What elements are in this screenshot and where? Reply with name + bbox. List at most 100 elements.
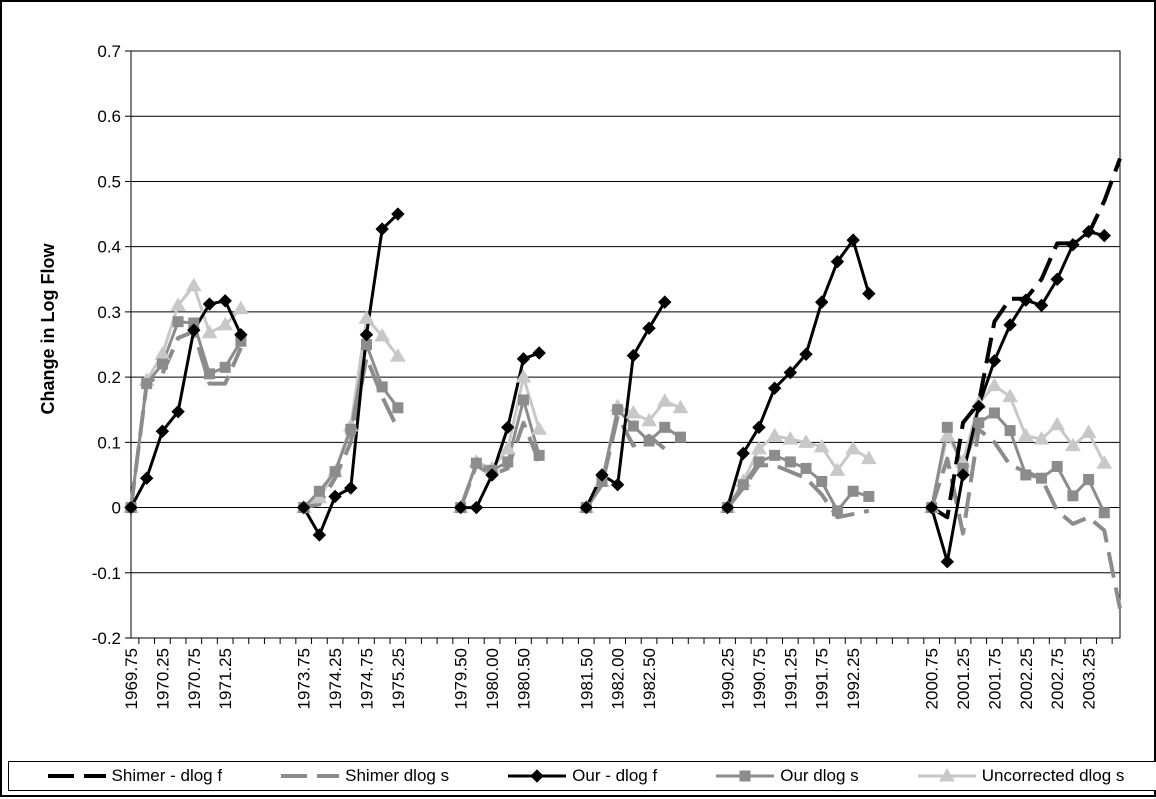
y-tick-label: 0.4 — [97, 238, 121, 257]
data-point-square — [831, 505, 843, 517]
data-point-diamond — [328, 489, 342, 504]
data-point-triangle — [201, 324, 218, 339]
y-tick-label: 0.6 — [97, 107, 121, 126]
x-tick-label: 2001.25 — [954, 648, 973, 709]
x-tick-label: 1990.75 — [750, 648, 769, 709]
data-point-diamond — [139, 471, 154, 485]
x-tick-label: 1970.25 — [153, 648, 172, 709]
data-point-triangle — [233, 300, 249, 315]
data-point-diamond — [453, 500, 468, 515]
data-point-diamond — [956, 468, 970, 482]
data-point-square — [659, 421, 671, 433]
data-point-triangle — [1096, 455, 1113, 469]
x-tick-label: 2002.75 — [1048, 648, 1067, 709]
data-point-diamond — [1081, 224, 1096, 239]
data-point-triangle — [515, 369, 532, 383]
data-point-triangle — [1080, 424, 1097, 439]
data-point-triangle — [798, 434, 814, 448]
data-point-square — [800, 462, 812, 474]
data-point-diamond — [595, 468, 609, 482]
data-point-diamond — [1034, 298, 1049, 313]
data-point-diamond — [171, 404, 185, 419]
data-point-diamond — [296, 500, 311, 515]
data-point-square — [988, 407, 1000, 419]
data-point-square — [973, 417, 985, 429]
y-tick-label: -0.2 — [92, 629, 121, 648]
data-point-diamond — [626, 348, 641, 363]
data-point-square — [376, 381, 388, 393]
data-point-diamond — [940, 554, 955, 569]
data-point-triangle — [845, 440, 861, 455]
legend-swatch — [281, 774, 340, 778]
data-point-square — [816, 475, 828, 487]
data-point-diamond — [202, 297, 217, 311]
x-tick-label: 1980.00 — [483, 648, 502, 709]
data-point-diamond — [1097, 228, 1112, 243]
x-tick-label: 2003.25 — [1080, 648, 1099, 709]
data-point-square — [674, 431, 686, 443]
data-point-triangle — [829, 462, 846, 476]
data-point-square — [313, 485, 325, 497]
legend-label: Uncorrected dlog s — [981, 766, 1125, 785]
data-point-square — [392, 402, 404, 414]
data-point-diamond — [501, 420, 515, 435]
data-point-diamond — [1050, 272, 1064, 286]
x-tick-label: 1973.75 — [295, 648, 314, 709]
x-tick-label: 1992.25 — [844, 648, 863, 709]
series-line-our-dlog-f — [726, 238, 871, 509]
data-point-triangle — [656, 393, 673, 407]
x-tick-label: 1991.75 — [813, 648, 832, 709]
data-point-square — [941, 421, 953, 433]
data-point-diamond — [752, 420, 766, 435]
data-point-square — [502, 456, 514, 468]
data-point-diamond — [720, 500, 735, 515]
data-point-diamond — [579, 500, 593, 515]
data-point-square — [470, 457, 482, 469]
series-line-our-dlog-f — [930, 230, 1105, 564]
data-point-square — [784, 456, 796, 468]
legend-label: Shimer dlog s — [345, 766, 450, 785]
legend-swatch — [508, 769, 567, 783]
data-point-diamond — [846, 233, 860, 247]
legend-label: Shimer - dlog f — [111, 766, 223, 785]
data-point-diamond — [155, 424, 170, 438]
x-tick-label: 2001.75 — [985, 648, 1004, 709]
data-point-square — [1051, 460, 1063, 472]
data-point-triangle — [217, 316, 234, 331]
data-point-diamond — [1019, 293, 1033, 307]
x-tick-label: 1980.50 — [514, 648, 533, 709]
data-point-triangle — [625, 404, 642, 419]
legend-label: Our dlog s — [780, 766, 859, 785]
series-line-uncorrected-dlog-s — [726, 434, 870, 509]
data-point-triangle — [185, 277, 202, 292]
data-point-triangle — [672, 399, 689, 414]
data-point-diamond — [736, 446, 750, 461]
data-point-diamond — [218, 294, 232, 308]
data-point-triangle — [531, 421, 548, 435]
data-point-triangle — [170, 297, 186, 311]
data-point-diamond — [830, 254, 845, 269]
x-tick-label: 2002.25 — [1017, 648, 1036, 709]
data-point-triangle — [1065, 437, 1081, 452]
data-point-square — [847, 485, 859, 497]
x-tick-label: 1979.50 — [452, 648, 471, 709]
legend-item: Uncorrected dlog s — [916, 766, 1125, 786]
data-point-diamond — [610, 478, 625, 492]
plot-area — [130, 50, 1121, 639]
data-point-diamond — [924, 500, 939, 515]
data-point-square — [753, 456, 765, 468]
data-point-triangle — [813, 438, 830, 453]
data-point-diamond — [642, 321, 656, 335]
data-point-square — [1067, 490, 1079, 502]
legend-label: Our - dlog f — [572, 766, 658, 785]
data-point-diamond — [1066, 238, 1080, 252]
data-point-triangle — [641, 412, 657, 427]
legend: Shimer - dlog f Shimer dlog s Our - dlog f… — [8, 761, 1156, 791]
data-point-triangle — [766, 427, 783, 442]
data-point-triangle — [1033, 431, 1050, 445]
legend-swatch — [716, 770, 775, 782]
data-point-diamond — [469, 500, 484, 515]
y-tick-label: 0.5 — [97, 172, 121, 191]
